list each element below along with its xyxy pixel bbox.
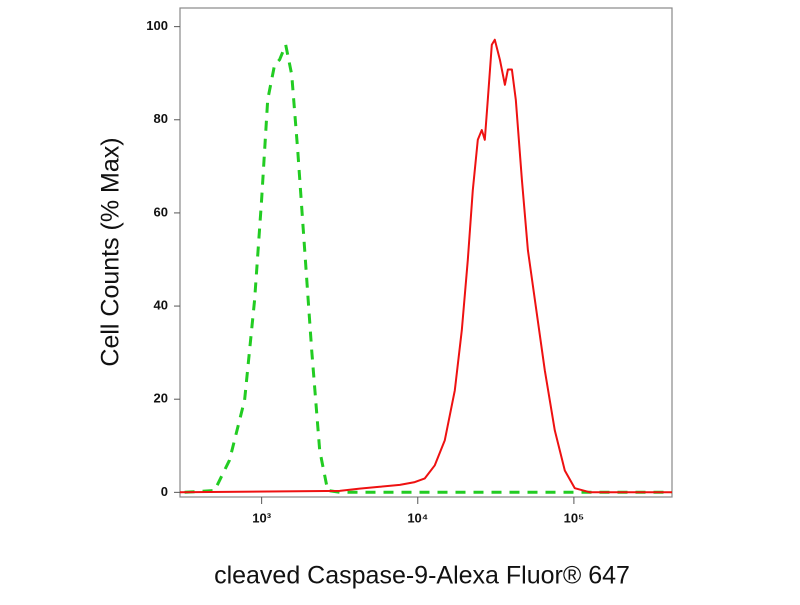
- y-tick-label: 40: [154, 297, 168, 312]
- x-axis-label: cleaved Caspase-9-Alexa Fluor® 647: [214, 562, 630, 590]
- series-line: [184, 43, 672, 494]
- x-tick-label: 10⁵: [564, 510, 585, 525]
- y-tick-label: 80: [154, 111, 168, 126]
- series-line: [179, 38, 672, 494]
- y-tick-label: 60: [154, 204, 168, 219]
- y-tick-label: 20: [154, 391, 168, 406]
- y-tick-label: 0: [161, 484, 168, 499]
- y-tick-label: 100: [146, 18, 168, 33]
- plot-frame: [179, 7, 673, 498]
- y-axis-label: Cell Counts (% Max): [97, 137, 125, 366]
- x-tick-label: 10³: [252, 510, 271, 525]
- x-tick-label: 10⁴: [407, 510, 428, 525]
